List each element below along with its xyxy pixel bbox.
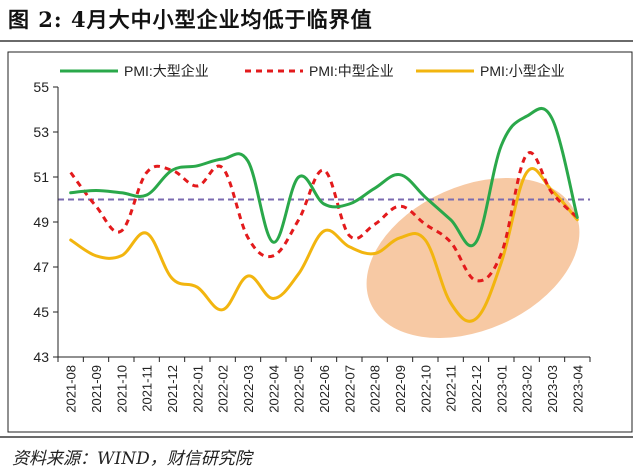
series-line-0	[69, 107, 579, 247]
y-tick-label: 53	[33, 124, 49, 140]
y-tick-label: 55	[33, 79, 49, 95]
x-tick-label: 2022-11	[444, 365, 459, 412]
x-tick-label: 2022-03	[241, 365, 256, 413]
figure-title: 图 2: 4月大中小型企业均低于临界值	[8, 7, 373, 32]
x-tick-label: 2023-02	[520, 365, 535, 413]
source-note: 资料来源：WIND，财信研究院	[12, 449, 252, 469]
series-line-1	[69, 151, 579, 283]
x-tick-label: 2023-03	[545, 365, 560, 413]
pmi-line-chart: 43 45 47 49 51 53 55 2021-08 2021-09 2021-10 2021-…	[7, 51, 633, 433]
x-tick-label: 2023-01	[494, 365, 509, 413]
series-line-2	[69, 167, 579, 323]
axes: 43 45 47 49 51 53 55 2021-08 2021-09 2021-10 2021-…	[33, 79, 591, 413]
x-tick-label: 2021-10	[114, 365, 129, 413]
y-tick-label: 45	[33, 304, 49, 320]
legend-label-1: PMI:中型企业	[309, 63, 394, 79]
y-tick-label: 49	[33, 214, 49, 230]
x-tick-label: 2022-06	[317, 365, 332, 413]
chart-area: 43 45 47 49 51 53 55 2021-08 2021-09 2021-10 2021-…	[0, 44, 640, 434]
legend-label-2: PMI:小型企业	[480, 63, 565, 79]
x-tick-label: 2022-05	[292, 365, 307, 413]
y-tick-label: 47	[33, 259, 49, 275]
legend-label-0: PMI:大型企业	[124, 63, 209, 79]
x-tick-label: 2021-11	[140, 365, 155, 412]
x-tick-label: 2021-12	[165, 365, 180, 413]
x-tick-label: 2022-04	[266, 365, 281, 413]
x-tick-label: 2022-12	[469, 365, 484, 413]
source-rule	[0, 436, 633, 438]
highlight-ellipse	[366, 177, 580, 339]
x-tick-label: 2022-07	[342, 365, 357, 413]
x-tick-label: 2022-10	[418, 365, 433, 413]
x-tick-label: 2021-08	[64, 365, 79, 413]
x-tick-label: 2021-09	[89, 365, 104, 413]
x-tick-label: 2022-09	[393, 365, 408, 413]
title-rule	[0, 40, 633, 42]
x-tick-label: 2022-02	[216, 365, 231, 413]
x-tick-label: 2022-01	[190, 365, 205, 413]
y-tick-label: 43	[33, 349, 49, 365]
y-tick-label: 51	[33, 169, 49, 185]
legend: PMI:大型企业 PMI:中型企业 PMI:小型企业	[60, 63, 565, 79]
x-tick-label: 2023-04	[570, 365, 585, 413]
x-tick-label: 2022-08	[368, 365, 383, 413]
series-lines	[69, 107, 579, 323]
